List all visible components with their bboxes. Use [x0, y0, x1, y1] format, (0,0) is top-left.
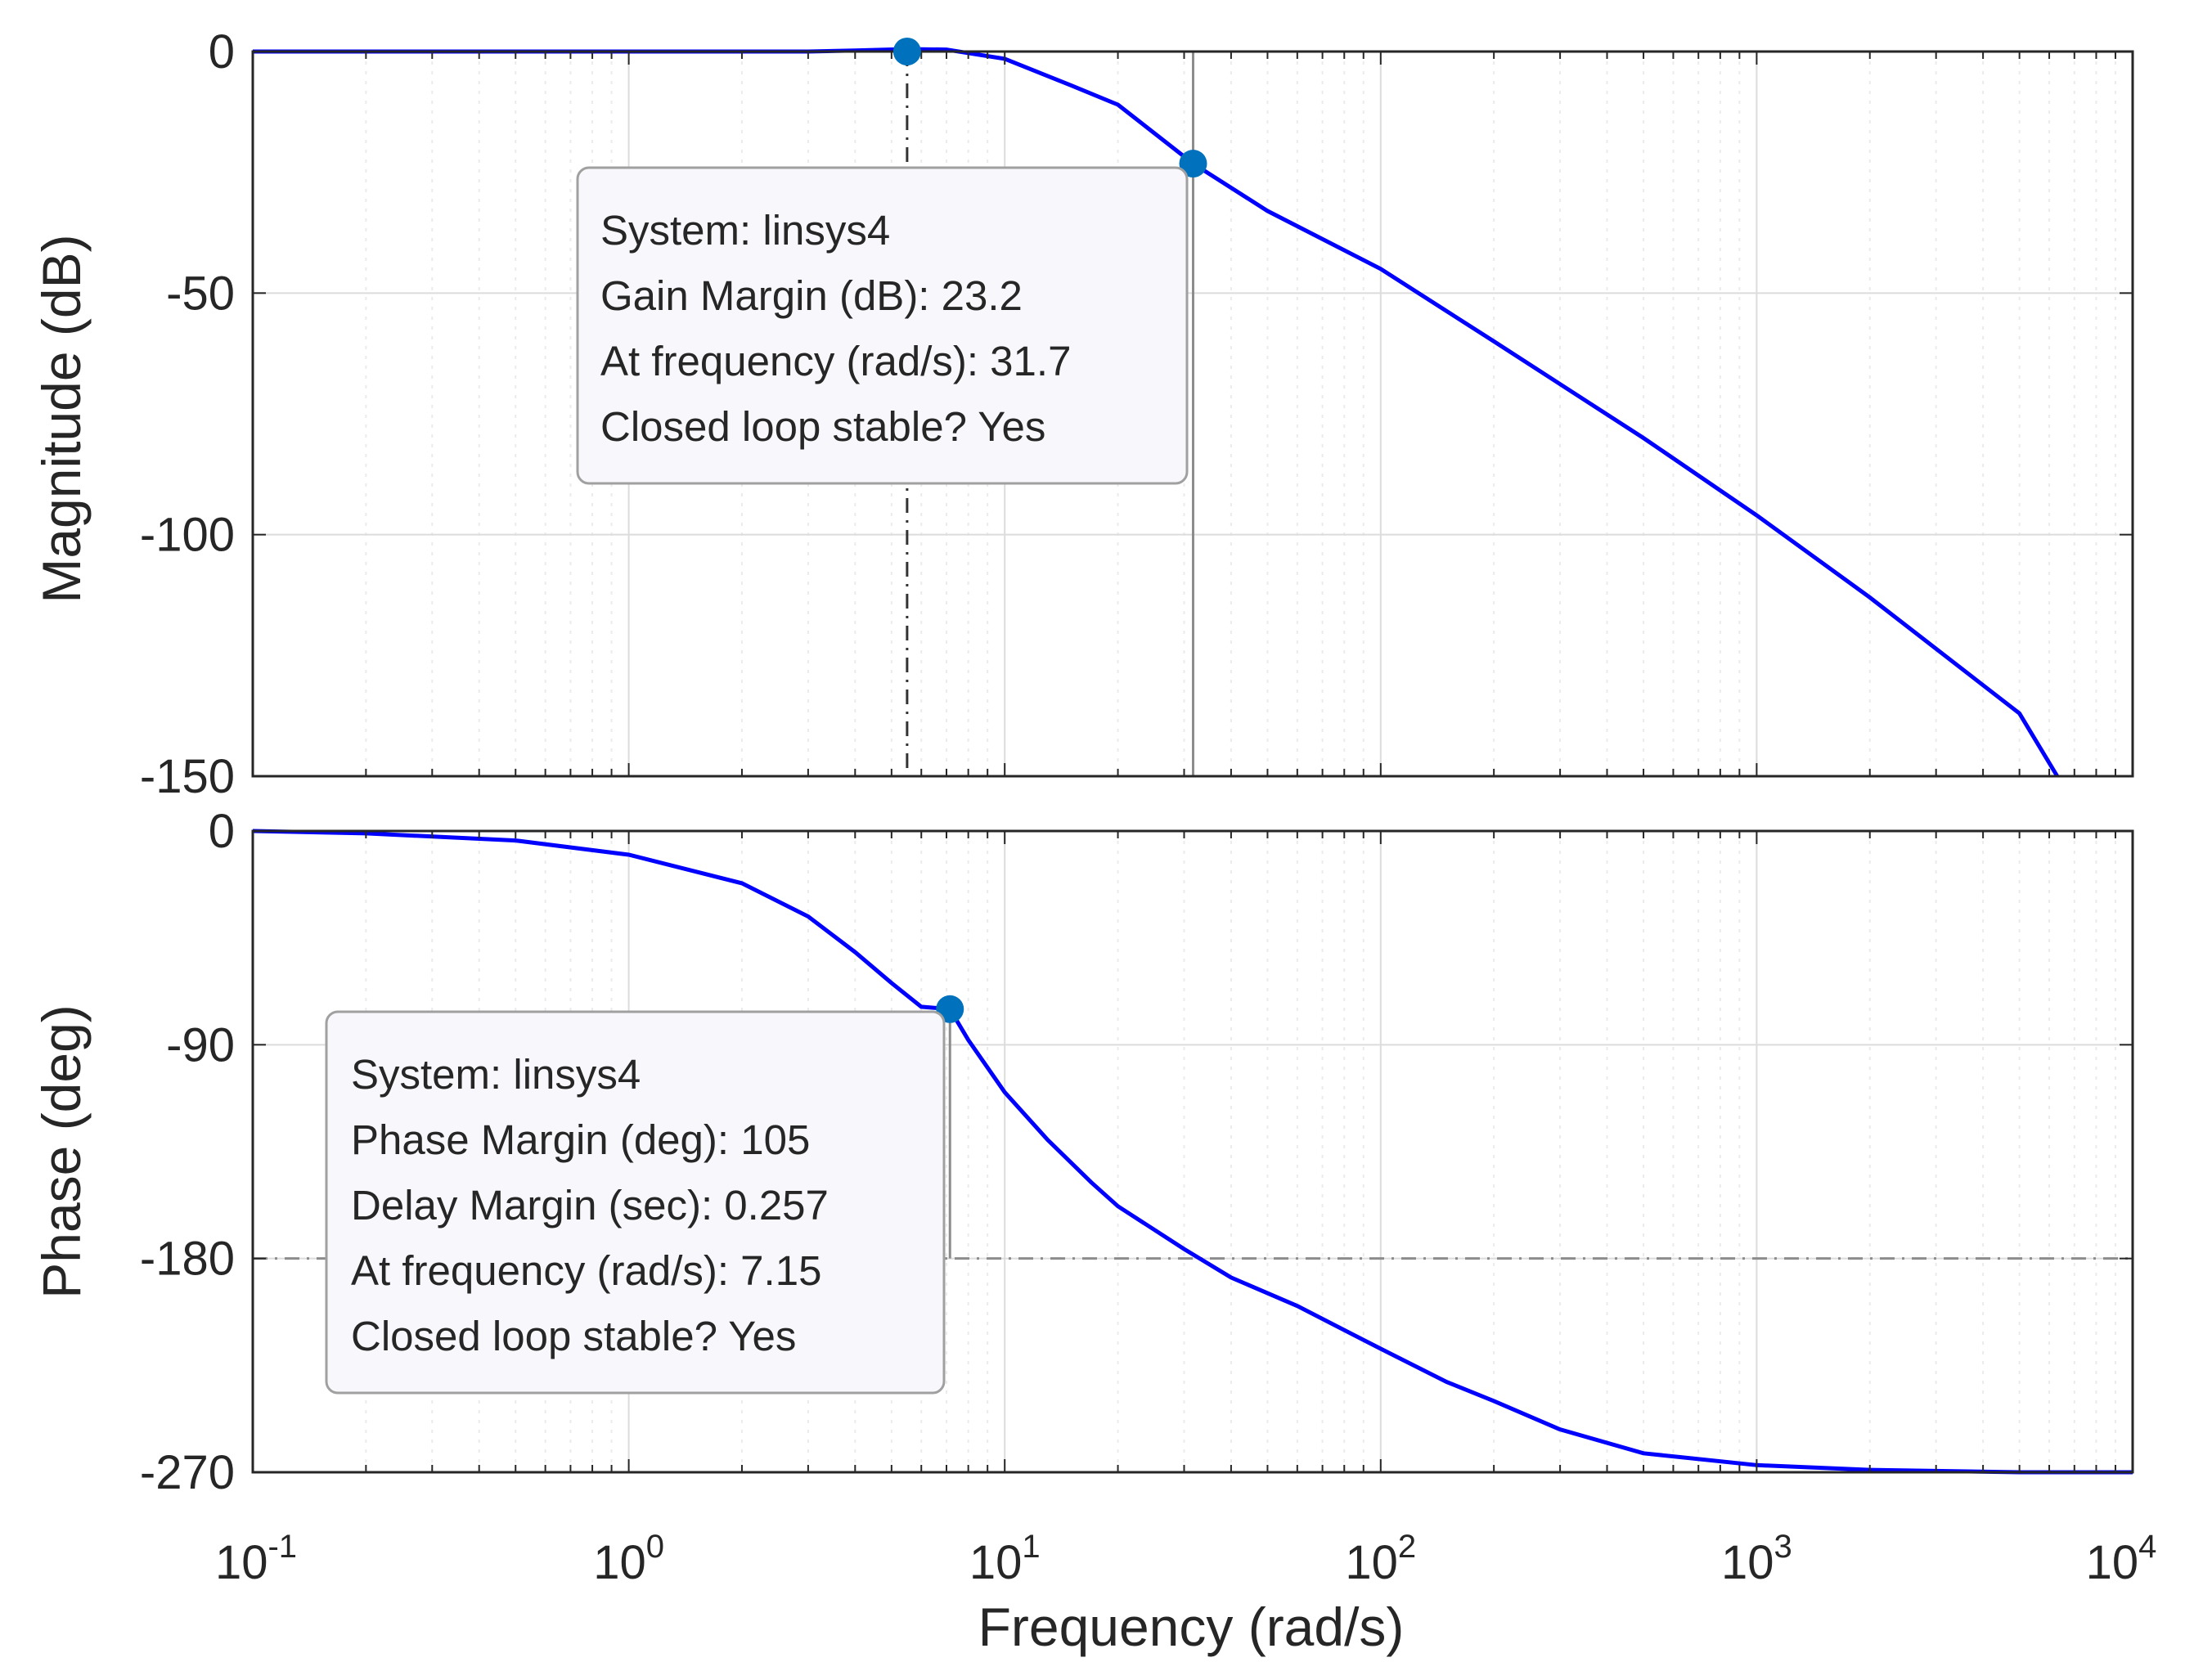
frequency-axis-label: Frequency (rad/s)	[978, 1597, 1405, 1657]
x-tick-label: 100	[593, 1529, 664, 1589]
datatip-line: Closed loop stable? Yes	[351, 1313, 796, 1359]
phase-margin-datatip[interactable]: System: linsys4 Phase Margin (deg): 105 …	[325, 1010, 946, 1395]
x-tick-label: 102	[1345, 1529, 1416, 1589]
y-tick-label: 0	[209, 805, 235, 858]
datatip-line: Gain Margin (dB): 23.2	[600, 272, 1023, 319]
magnitude-y-tick-labels: 0 -50 -100 -150	[140, 25, 235, 803]
phase-reference-lines	[253, 1008, 2133, 1260]
frequency-tick-labels: 10-1 100 101 102 103 104	[215, 1529, 2156, 1589]
datatip-line: At frequency (rad/s): 7.15	[351, 1247, 821, 1294]
datatip-line: Closed loop stable? Yes	[600, 403, 1045, 450]
y-tick-label: -50	[166, 267, 235, 320]
phase-axes-box	[251, 829, 2134, 1474]
magnitude-axes-box	[251, 50, 2134, 778]
magnitude-y-axis-label: Magnitude (dB)	[31, 234, 92, 603]
y-tick-label: -100	[140, 509, 235, 562]
y-tick-label: -90	[166, 1018, 235, 1071]
datatip-line: At frequency (rad/s): 31.7	[600, 338, 1071, 384]
phase-y-tick-labels: 0 -90 -180 -270	[140, 805, 235, 1499]
datatip-line: System: linsys4	[600, 207, 890, 254]
x-tick-label: 103	[1721, 1529, 1792, 1589]
phase-margin-datatip-box	[325, 1010, 946, 1395]
phase-curve	[252, 829, 2133, 1475]
data-marker[interactable]	[892, 38, 921, 65]
phase-y-axis-label: Phase (deg)	[31, 1004, 92, 1299]
phase-ticks	[252, 830, 2133, 1473]
y-tick-label: 0	[209, 25, 235, 79]
phase-panel: 0 -90 -180 -270 10-1 100 101 102 103 104 System:…	[31, 805, 2156, 1657]
datatip-line: Delay Margin (sec): 0.257	[351, 1182, 829, 1229]
y-tick-label: -180	[140, 1233, 235, 1286]
x-tick-label: 10-1	[215, 1529, 297, 1589]
gain-margin-datatip[interactable]: System: linsys4 Gain Margin (dB): 23.2 A…	[576, 166, 1189, 485]
y-tick-label: -150	[140, 750, 235, 803]
magnitude-markers	[892, 38, 1207, 178]
datatip-line: Phase Margin (deg): 105	[351, 1116, 810, 1163]
x-tick-label: 104	[2086, 1529, 2157, 1589]
magnitude-ticks	[252, 51, 2133, 777]
x-tick-label: 101	[969, 1529, 1041, 1589]
magnitude-panel: 0 -50 -100 -150 System: linsys4 Gain Margin…	[31, 25, 2134, 803]
gain-margin-datatip-box	[576, 166, 1189, 485]
y-tick-label: -270	[140, 1446, 235, 1499]
datatip-line: System: linsys4	[351, 1051, 641, 1098]
data-marker[interactable]	[1179, 150, 1207, 178]
